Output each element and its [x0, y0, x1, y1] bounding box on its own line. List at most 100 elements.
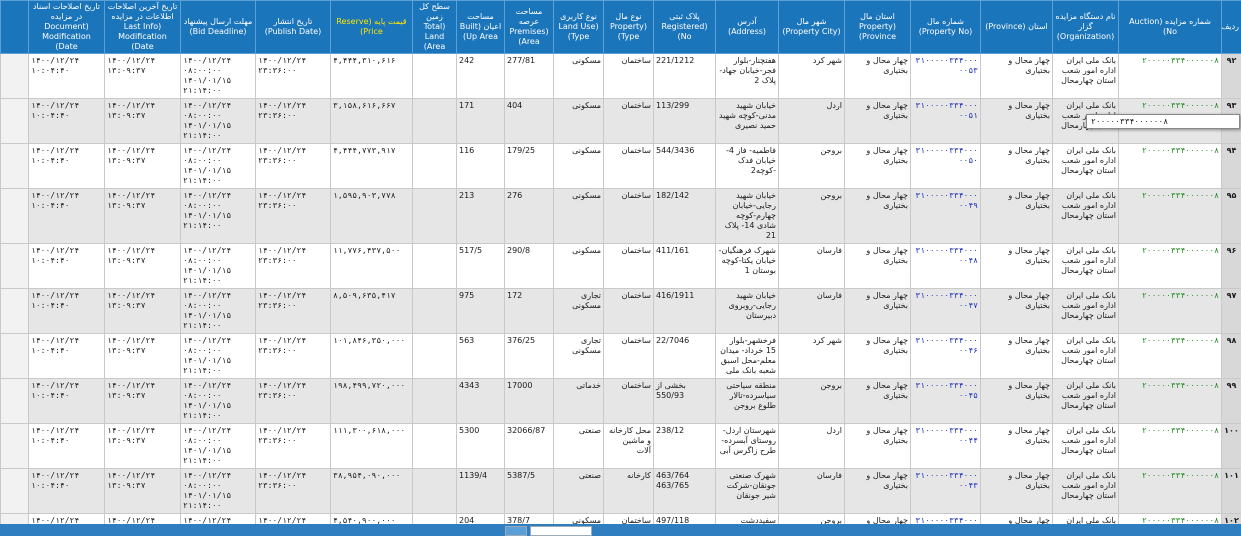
cell-row: ۱۰۲	[1221, 513, 1241, 524]
cell-province: چهار محال و بختیاری	[980, 333, 1053, 379]
column-header-address[interactable]: آدرس (Address)	[715, 0, 779, 54]
cell-reg-no: 544/3436	[653, 143, 716, 189]
cell-address: شهرک فرهنگیان-خیابان یکتا-کوچه بوستان 1	[715, 243, 779, 289]
cell-built-area: 517/5	[456, 243, 505, 289]
cell-total-land	[412, 243, 457, 289]
column-header-row[interactable]: ردیف	[1221, 0, 1241, 54]
cell-price: ۱۰۱,۸۴۶,۳۵۰,۰۰۰	[330, 333, 413, 379]
cell-publish: ۱۴۰۰/۱۲/۲۴ ۲۳:۳۶:۰۰	[255, 243, 331, 289]
cell-auction-no: ۲۰۰۰۰۰۳۳۴۰۰۰۰۰۰۸	[1118, 53, 1222, 99]
cell-prop-city: فارسان	[778, 468, 845, 514]
cell-built-area: 1139/4	[456, 468, 505, 514]
column-header-prop-type[interactable]: نوع مال (Property Type)	[603, 0, 654, 54]
cell-address: منطقه سیاحتی سیاسرده-تالار طلوع بروجن	[715, 378, 779, 424]
cell-address: شهرک صنعتی جونقان-شرکت شیر جونقان	[715, 468, 779, 514]
cell-info-mod: ۱۴۰۰/۱۲/۲۴ ۱۳:۰۹:۳۷	[104, 423, 181, 469]
cell-prop-city: شهر کرد	[778, 53, 845, 99]
cell-land-use: مسکونی	[553, 513, 604, 524]
column-header-doc-mod[interactable]: تاریخ اصلاحات اسناد در مزایده (Document …	[28, 0, 105, 54]
cell-deadline: ۱۴۰۰/۱۲/۲۴ ۰۸:۰۰:۰۰ ۱۴۰۱/۰۱/۱۵ ۲۱:۱۴:۰۰	[180, 98, 256, 144]
cell-publish: ۱۴۰۰/۱۲/۲۴ ۲۳:۳۶:۰۰	[255, 513, 331, 524]
column-header-info-mod[interactable]: تاریخ آخرین اصلاحات اطلاعات در مزایده (L…	[104, 0, 181, 54]
table-row[interactable]: ۹۹ ۲۰۰۰۰۰۳۳۴۰۰۰۰۰۰۸ بانک ملی ایران اداره ا…	[0, 378, 1241, 424]
column-header-org[interactable]: نام دستگاه مزایده گزار (Organization)	[1052, 0, 1119, 54]
cell-prop-city: بروجن	[778, 143, 845, 189]
cell-info-mod: ۱۴۰۰/۱۲/۲۴ ۱۳:۰۹:۳۷	[104, 188, 181, 244]
cell-row: ۹۶	[1221, 243, 1241, 289]
cell-doc-mod: ۱۴۰۰/۱۲/۲۴ ۱۰:۰۴:۴۰	[28, 243, 105, 289]
cell-auction-no: ۲۰۰۰۰۰۳۳۴۰۰۰۰۰۰۸	[1118, 188, 1222, 244]
cell-land-use: تجاری مسکونی	[553, 333, 604, 379]
pager-button[interactable]	[505, 526, 527, 536]
cell-filler	[0, 243, 29, 289]
cell-address: فاطمیه- فاز 4- خیابان فدک -کوچه2	[715, 143, 779, 189]
cell-publish: ۱۴۰۰/۱۲/۲۴ ۲۳:۳۶:۰۰	[255, 378, 331, 424]
cell-area: 17000	[504, 378, 554, 424]
table-row[interactable]: ۹۷ ۲۰۰۰۰۰۳۳۴۰۰۰۰۰۰۸ بانک ملی ایران اداره ا…	[0, 288, 1241, 334]
column-header-auction-no[interactable]: شماره مزایده (Auction No)	[1118, 0, 1222, 54]
cell-province: چهار محال و بختیاری	[980, 513, 1053, 524]
cell-doc-mod: ۱۴۰۰/۱۲/۲۴ ۱۰:۰۴:۴۰	[28, 188, 105, 244]
cell-deadline: ۱۴۰۰/۱۲/۲۴ ۰۸:۰۰:۰۰ ۱۴۰۱/۰۱/۱۵ ۲۱:۱۴:۰۰	[180, 288, 256, 334]
cell-auction-no: ۲۰۰۰۰۰۳۳۴۰۰۰۰۰۰۸	[1118, 333, 1222, 379]
table-row[interactable]: ۱۰۱ ۲۰۰۰۰۰۳۳۴۰۰۰۰۰۰۸ بانک ملی ایران اداره …	[0, 468, 1241, 514]
cell-reg-no: 463/764 463/765	[653, 468, 716, 514]
cell-filler	[0, 333, 29, 379]
page-number-input[interactable]	[530, 526, 592, 536]
column-header-area[interactable]: مساحت عرصه (Premises Area)	[504, 0, 554, 54]
cell-total-land	[412, 468, 457, 514]
cell-area: 277/81	[504, 53, 554, 99]
cell-prop-type: ساختمان	[603, 378, 654, 424]
cell-built-area: 5300	[456, 423, 505, 469]
cell-prop-no: ۳۱۰۰۰۰۰۳۳۴۰۰۰۰۰۴۲	[910, 513, 981, 524]
table-row[interactable]: ۱۰۰ ۲۰۰۰۰۰۳۳۴۰۰۰۰۰۰۸ بانک ملی ایران اداره …	[0, 423, 1241, 469]
column-header-price[interactable]: قیمت پایه (Reserve Price)	[330, 0, 413, 54]
cell-publish: ۱۴۰۰/۱۲/۲۴ ۲۳:۳۶:۰۰	[255, 143, 331, 189]
column-header-publish[interactable]: تاریخ انتشار (Publish Date)	[255, 0, 331, 54]
table-row[interactable]: ۹۵ ۲۰۰۰۰۰۳۳۴۰۰۰۰۰۰۸ بانک ملی ایران اداره ا…	[0, 188, 1241, 244]
column-header-prop-no[interactable]: شماره مال (Property No)	[910, 0, 981, 54]
cell-reg-no: 221/1212	[653, 53, 716, 99]
cell-doc-mod: ۱۴۰۰/۱۲/۲۴ ۱۰:۰۴:۴۰	[28, 333, 105, 379]
cell-area: 376/25	[504, 333, 554, 379]
column-header-built-area[interactable]: مساحت اعیان (Built Up Area)	[456, 0, 505, 54]
cell-prop-no: ۳۱۰۰۰۰۰۳۳۴۰۰۰۰۰۴۳	[910, 468, 981, 514]
cell-total-land	[412, 378, 457, 424]
table-row[interactable]: ۹۸ ۲۰۰۰۰۰۳۳۴۰۰۰۰۰۰۸ بانک ملی ایران اداره ا…	[0, 333, 1241, 379]
table-row[interactable]: ۹۴ ۲۰۰۰۰۰۳۳۴۰۰۰۰۰۰۸ بانک ملی ایران اداره ا…	[0, 143, 1241, 189]
column-header-reg-no[interactable]: پلاک ثبتی (Registered No)	[653, 0, 716, 54]
cell-publish: ۱۴۰۰/۱۲/۲۴ ۲۳:۳۶:۰۰	[255, 188, 331, 244]
cell-prop-type: ساختمان	[603, 98, 654, 144]
column-header-land-use[interactable]: نوع کاربری (Land Use Type)	[553, 0, 604, 54]
cell-reg-no: 113/299	[653, 98, 716, 144]
cell-price: ۱,۵۹۵,۹۰۳,۷۷۸	[330, 188, 413, 244]
auction-grid-viewport[interactable]: ردیف شماره مزایده (Auction No) نام دستگاه …	[0, 0, 1241, 524]
column-header-province[interactable]: استان (Province)	[980, 0, 1053, 54]
cell-built-area: 213	[456, 188, 505, 244]
cell-area: 290/8	[504, 243, 554, 289]
cell-auction-no: ۲۰۰۰۰۰۳۳۴۰۰۰۰۰۰۸	[1118, 378, 1222, 424]
cell-tooltip: ۲۰۰۰۰۰۳۳۴۰۰۰۰۰۰۸	[1086, 114, 1240, 129]
cell-org: بانک ملی ایران اداره امور شعب استان چهار…	[1052, 288, 1119, 334]
cell-prop-type: ساختمان	[603, 53, 654, 99]
cell-area: 276	[504, 188, 554, 244]
cell-deadline: ۱۴۰۰/۱۲/۲۴ ۰۸:۰۰:۰۰ ۱۴۰۱/۰۱/۱۵ ۲۱:۱۴:۰۰	[180, 378, 256, 424]
cell-land-use: خدماتی	[553, 378, 604, 424]
cell-reg-no: بخشی از 550/93	[653, 378, 716, 424]
column-header-prop-city[interactable]: شهر مال (Property City)	[778, 0, 845, 54]
column-header-deadline[interactable]: مهلت ارسال پیشنهاد (Bid Deadline)	[180, 0, 256, 54]
cell-prop-province: چهار محال و بختیاری	[844, 98, 911, 144]
cell-auction-no: ۲۰۰۰۰۰۳۳۴۰۰۰۰۰۰۸	[1118, 468, 1222, 514]
table-row[interactable]: ۹۶ ۲۰۰۰۰۰۳۳۴۰۰۰۰۰۰۸ بانک ملی ایران اداره ا…	[0, 243, 1241, 289]
cell-org: بانک ملی ایران اداره امور شعب استان چهار…	[1052, 423, 1119, 469]
column-header-total-land[interactable]: سطح کل زمین (Total Land Area)	[412, 0, 457, 54]
cell-info-mod: ۱۴۰۰/۱۲/۲۴ ۱۳:۰۹:۳۷	[104, 288, 181, 334]
column-header-prop-province[interactable]: استان مال (Property Province)	[844, 0, 911, 54]
cell-address: فرخشهر-بلوار 15 خرداد- میدان معلم-محل اس…	[715, 333, 779, 379]
table-row[interactable]: ۹۲ ۲۰۰۰۰۰۳۳۴۰۰۰۰۰۰۸ بانک ملی ایران اداره ا…	[0, 53, 1241, 99]
cell-prop-no: ۳۱۰۰۰۰۰۳۳۴۰۰۰۰۰۵۰	[910, 143, 981, 189]
cell-row: ۹۵	[1221, 188, 1241, 244]
cell-province: چهار محال و بختیاری	[980, 288, 1053, 334]
